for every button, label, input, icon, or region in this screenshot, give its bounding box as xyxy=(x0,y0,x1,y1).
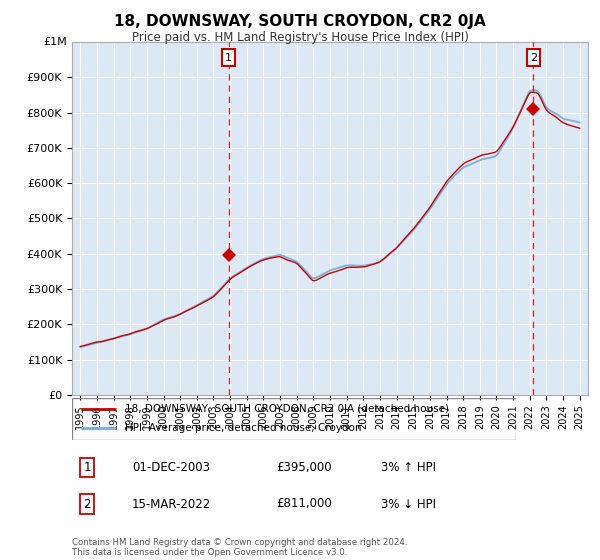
Text: 18, DOWNSWAY, SOUTH CROYDON, CR2 0JA: 18, DOWNSWAY, SOUTH CROYDON, CR2 0JA xyxy=(114,14,486,29)
Text: Contains HM Land Registry data © Crown copyright and database right 2024.
This d: Contains HM Land Registry data © Crown c… xyxy=(72,538,407,557)
Text: £395,000: £395,000 xyxy=(276,461,332,474)
Text: 18, DOWNSWAY, SOUTH CROYDON, CR2 0JA (detached house): 18, DOWNSWAY, SOUTH CROYDON, CR2 0JA (de… xyxy=(125,404,449,414)
Text: 2: 2 xyxy=(530,53,537,63)
Text: HPI: Average price, detached house, Croydon: HPI: Average price, detached house, Croy… xyxy=(125,423,362,433)
Text: 3% ↑ HPI: 3% ↑ HPI xyxy=(381,461,436,474)
Text: Price paid vs. HM Land Registry's House Price Index (HPI): Price paid vs. HM Land Registry's House … xyxy=(131,31,469,44)
Text: £811,000: £811,000 xyxy=(276,497,332,511)
Text: 15-MAR-2022: 15-MAR-2022 xyxy=(132,497,211,511)
Text: 1: 1 xyxy=(83,461,91,474)
Text: 3% ↓ HPI: 3% ↓ HPI xyxy=(381,497,436,511)
Text: 01-DEC-2003: 01-DEC-2003 xyxy=(132,461,210,474)
Text: £1M: £1M xyxy=(43,37,67,47)
Text: 1: 1 xyxy=(225,53,232,63)
Text: 2: 2 xyxy=(83,497,91,511)
